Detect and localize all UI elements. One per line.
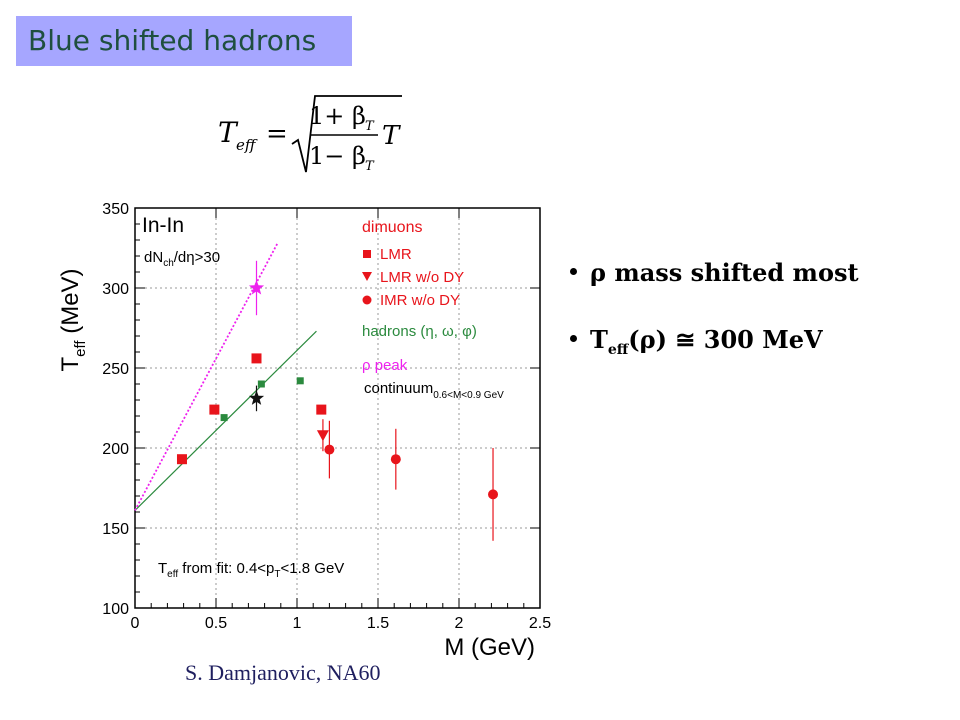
formula-den-sub: T: [365, 159, 375, 174]
data-point-circle: [390, 454, 401, 465]
bullet-teff-sub: eff: [607, 342, 629, 358]
sqrt-sign: [291, 95, 402, 173]
data-point-circle: [488, 489, 499, 500]
legend-imr-marker: [362, 295, 372, 305]
bullet-list: ρ mass shifted most Teff(ρ) ≅ 300 MeV: [570, 258, 859, 358]
legend-lmr-marker: [363, 250, 371, 258]
fit-sub2: T: [274, 569, 280, 580]
formula: T eff = 1+ β T 1− β T T: [218, 95, 402, 174]
data-point-square: [251, 353, 262, 364]
fit-mid: from fit: 0.4<p: [178, 560, 274, 577]
x-tick-label: 0.5: [205, 615, 227, 632]
fit-sub: eff: [167, 569, 178, 580]
data-point-circle: [324, 444, 335, 455]
y-tick-label: 350: [102, 201, 129, 218]
data-point-star: [248, 390, 265, 405]
y-tick-label: 300: [102, 281, 129, 298]
formula-trailing: T: [382, 121, 401, 151]
bullet-teff-paren: (ρ): [628, 325, 667, 354]
legend-continuum-main: continuum: [364, 380, 433, 397]
data-point-square-small: [257, 380, 265, 388]
y-axis-label: Teff (MeV): [57, 268, 89, 371]
formula-num-sub: T: [365, 119, 375, 134]
formula-lhs-sub: eff: [236, 136, 258, 154]
data-point-square: [316, 404, 327, 415]
credit: S. Damjanovic, NA60: [185, 660, 381, 685]
legend-continuum-sub: 0.6<M<0.9 GeV: [433, 390, 504, 401]
bullet-rho-mass: ρ mass shifted most: [570, 258, 859, 287]
formula-denominator: 1− β: [309, 142, 366, 170]
bullet-dot: [570, 268, 577, 275]
y-tick-label: 150: [102, 521, 129, 538]
data-point-square: [209, 404, 220, 415]
legend-dimuons: dimuons: [362, 219, 422, 236]
data-points: [176, 260, 499, 541]
multiplicity-label: dNch/dη>30: [144, 249, 220, 269]
x-tick-label: 1.5: [367, 615, 389, 632]
formula-lhs: T: [218, 116, 239, 149]
y-tick-label: 200: [102, 441, 129, 458]
data-point-square-small: [296, 377, 304, 385]
data-point-triangle: [316, 430, 329, 442]
bullet-rho-text: mass shifted most: [605, 258, 859, 287]
formula-equals: =: [266, 119, 288, 149]
fit-end: <1.8 GeV: [281, 560, 345, 577]
grid: [134, 207, 541, 609]
scatter-chart: 0 0.5 1 1.5 2 2.5 100 150 200 250 300 350 M (GeV) T…: [57, 201, 551, 660]
multiplicity-post: /dη>30: [174, 249, 220, 266]
legend-lmr-wody-marker: [362, 272, 372, 281]
bullet-dot: [570, 335, 577, 342]
legend-continuum: continuum0.6<M<0.9 GeV: [364, 380, 504, 401]
legend-lmr-wody: LMR w/o DY: [380, 269, 464, 286]
y-tick-label: 100: [102, 601, 129, 618]
bullet-rho-symbol: ρ: [590, 258, 606, 287]
legend-hadrons: hadrons (η, ω, φ): [362, 323, 477, 340]
data-point-square: [176, 454, 187, 465]
y-tick-label: 250: [102, 361, 129, 378]
bullet-teff-text: ≅ 300 MeV: [666, 325, 823, 354]
y-axis-label-unit: (MeV): [57, 268, 84, 340]
fit-lines: [134, 242, 317, 511]
data-point-square-small: [220, 414, 228, 422]
legend: dimuons LMR LMR w/o DY IMR w/o DY hadron…: [362, 219, 504, 401]
slide-title: Blue shifted hadrons: [28, 24, 317, 57]
y-axis-label-main: T: [57, 357, 84, 372]
bullet-teff: Teff(ρ) ≅ 300 MeV: [570, 325, 859, 358]
legend-imr-wody: IMR w/o DY: [380, 292, 460, 309]
y-axis-label-sub: eff: [72, 340, 89, 357]
fit-main: T: [158, 560, 167, 577]
x-tick-label: 0: [131, 615, 140, 632]
x-axis-label: M (GeV): [444, 634, 535, 660]
multiplicity-sub: ch: [163, 258, 174, 269]
ticks: 0 0.5 1 1.5 2 2.5 100 150 200 250 300 350: [102, 201, 551, 632]
x-tick-label: 2: [455, 615, 464, 632]
x-tick-label: 2.5: [529, 615, 551, 632]
x-tick-label: 1: [293, 615, 302, 632]
fit-range-label: Teff from fit: 0.4<pT<1.8 GeV: [158, 560, 344, 580]
legend-rho-peak: ρ peak: [362, 357, 408, 374]
formula-numerator: 1+ β: [309, 102, 366, 130]
bullet-teff-prefix: T: [590, 325, 608, 354]
legend-lmr: LMR: [380, 246, 412, 263]
title-box: Blue shifted hadrons: [16, 16, 352, 66]
plot-frame: [134, 207, 541, 609]
multiplicity-pre: dN: [144, 249, 163, 266]
system-label: In-In: [142, 214, 184, 237]
data-point-star: [248, 280, 265, 295]
